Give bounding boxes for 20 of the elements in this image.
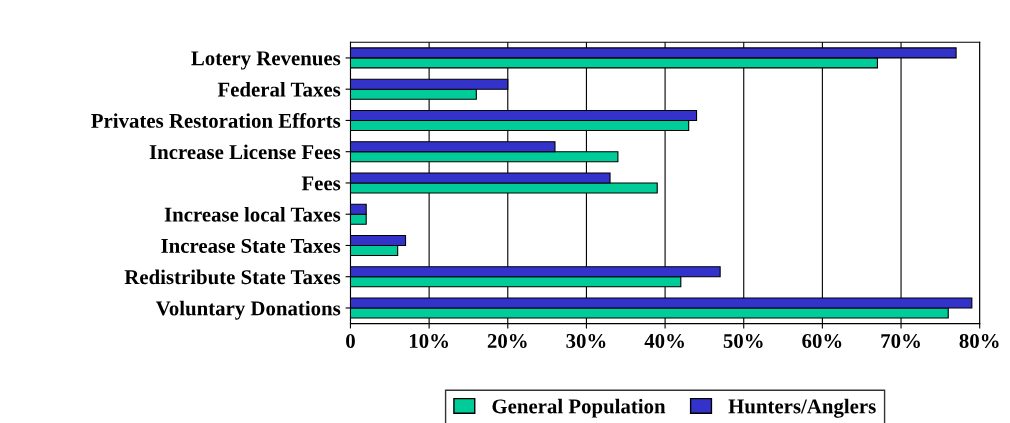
y-tick-label: Increase License Fees xyxy=(149,144,341,160)
x-tick-label: 60% xyxy=(802,333,842,349)
y-tick-label: Privates Restoration Efforts xyxy=(91,113,341,128)
y-tick-label: Lotery Revenues xyxy=(191,51,341,70)
x-tick-label: 80% xyxy=(959,333,999,349)
x-tick-label: 70% xyxy=(881,333,920,349)
x-tick-label: 0 xyxy=(346,333,355,348)
y-tick-label: Voluntary Donations xyxy=(155,300,341,320)
y-tick-label: Redistribute State Taxes xyxy=(124,269,341,285)
x-tick-label: 30% xyxy=(566,333,606,349)
legend-label: Hunters/Anglers xyxy=(728,398,876,418)
y-tick-label: Increase State Taxes xyxy=(161,238,341,253)
x-tick-label: 20% xyxy=(487,333,527,349)
y-tick-label: Federal Taxes xyxy=(217,81,341,97)
x-tick-label: 10% xyxy=(409,333,448,349)
x-tick-label: 40% xyxy=(644,333,684,349)
y-tick-label: Fees xyxy=(301,176,341,191)
y-tick-label: Increase local Taxes xyxy=(164,206,341,222)
x-tick-label: 50% xyxy=(723,333,763,349)
legend-label: General Population xyxy=(492,398,666,418)
